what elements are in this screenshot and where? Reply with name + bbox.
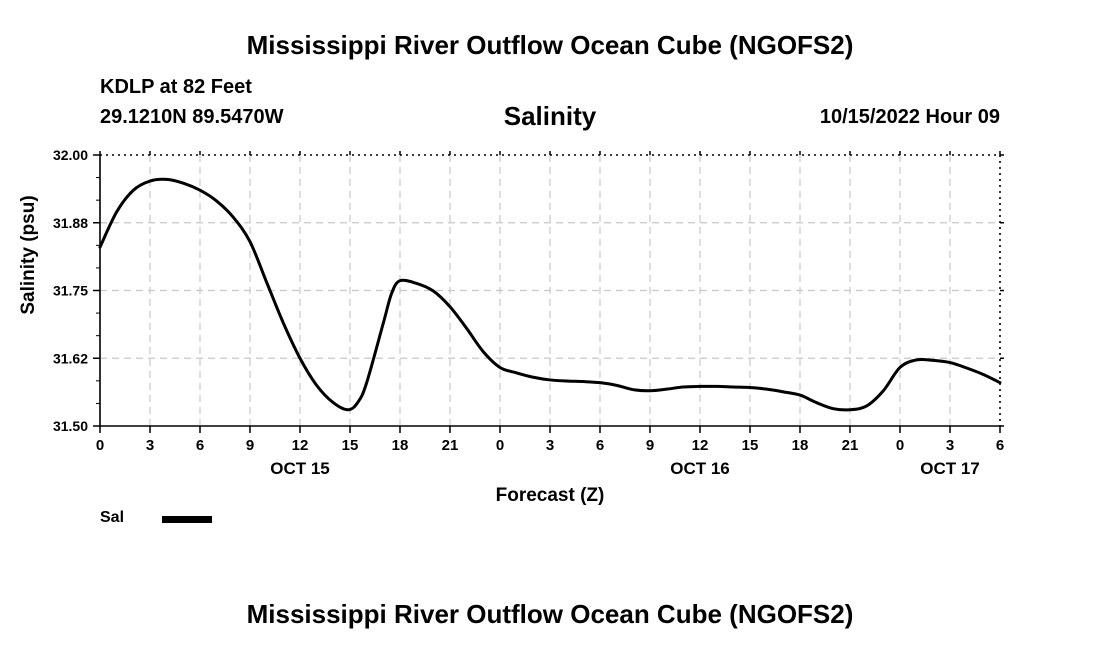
y-axis-label: Salinity (psu) bbox=[18, 195, 39, 314]
date-labels: OCT 15 OCT 16 OCT 17 bbox=[270, 459, 980, 478]
x-tick-label: 9 bbox=[246, 437, 254, 454]
x-tick-label: 0 bbox=[896, 437, 904, 454]
x-tick-label: 15 bbox=[742, 437, 759, 454]
y-tick-label: 31.88 bbox=[53, 215, 88, 231]
legend-label: Sal bbox=[100, 509, 125, 526]
series-layer bbox=[98, 177, 1002, 412]
y-tick-label: 31.62 bbox=[53, 350, 88, 366]
x-tick-label: 21 bbox=[442, 437, 459, 454]
footer-title: Mississippi River Outflow Ocean Cube (NG… bbox=[246, 599, 854, 629]
x-tick-label: 6 bbox=[196, 437, 204, 454]
x-tick-label: 12 bbox=[292, 437, 309, 454]
legend-swatch bbox=[162, 516, 212, 523]
x-axis-ticks: 0 3 6 9 12 15 18 21 0 3 6 9 12 15 18 21 0 3 6 bbox=[96, 151, 1004, 454]
series-line-sal bbox=[98, 177, 1002, 412]
x-tick-label: 18 bbox=[792, 437, 809, 454]
x-tick-label: 12 bbox=[692, 437, 709, 454]
y-tick-label: 31.75 bbox=[53, 283, 88, 299]
chart-title: Salinity bbox=[503, 101, 597, 131]
x-tick-label: 0 bbox=[96, 437, 104, 454]
y-tick-label: 32.00 bbox=[53, 147, 88, 163]
x-tick-label: 0 bbox=[496, 437, 504, 454]
date-label: OCT 15 bbox=[270, 459, 330, 478]
main-title: Mississippi River Outflow Ocean Cube (NG… bbox=[246, 30, 854, 60]
grid-lines bbox=[100, 155, 1000, 426]
x-tick-label: 21 bbox=[842, 437, 859, 454]
x-tick-label: 18 bbox=[392, 437, 409, 454]
x-tick-label: 9 bbox=[646, 437, 654, 454]
x-tick-label: 3 bbox=[946, 437, 954, 454]
x-tick-label: 6 bbox=[996, 437, 1004, 454]
station-label: KDLP at 82 Feet bbox=[100, 76, 252, 98]
x-tick-label: 6 bbox=[596, 437, 604, 454]
date-label: OCT 17 bbox=[920, 459, 980, 478]
y-axis-ticks: 31.50 31.62 31.75 31.88 32.00 bbox=[53, 147, 1004, 434]
x-tick-label: 15 bbox=[342, 437, 359, 454]
date-label: OCT 16 bbox=[670, 459, 730, 478]
y-tick-label: 31.50 bbox=[53, 418, 88, 434]
x-tick-label: 3 bbox=[146, 437, 154, 454]
x-tick-label: 3 bbox=[546, 437, 554, 454]
coordinates-label: 29.1210N 89.5470W bbox=[100, 106, 284, 128]
x-axis-label: Forecast (Z) bbox=[496, 485, 605, 506]
timestamp-label: 10/15/2022 Hour 09 bbox=[819, 106, 1000, 128]
